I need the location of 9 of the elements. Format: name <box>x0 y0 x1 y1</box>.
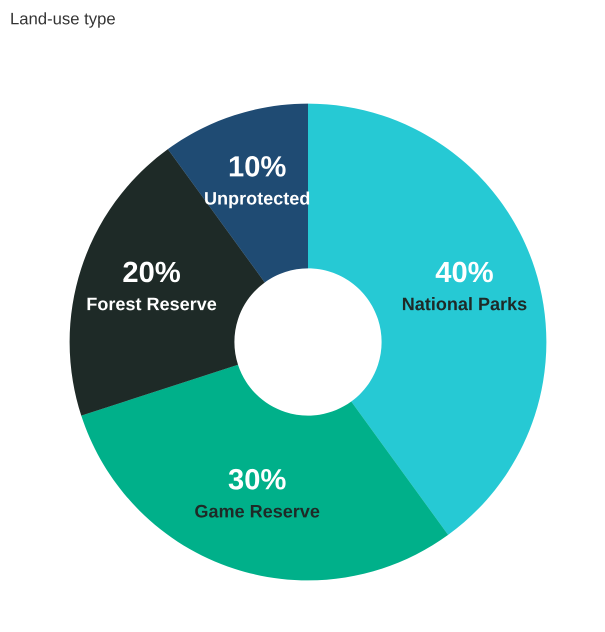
chart-title: Land-use type <box>11 12 115 28</box>
data-label: 20% <box>123 262 180 282</box>
slice-label: Forest Reserve <box>88 298 216 310</box>
slice-label: National Parks <box>402 297 526 310</box>
slice-label: Game Reserve <box>195 504 320 518</box>
data-label: 30% <box>228 468 286 490</box>
data-label: 10% <box>230 156 286 177</box>
data-label: 40% <box>436 262 493 282</box>
donut-slice <box>81 364 448 580</box>
